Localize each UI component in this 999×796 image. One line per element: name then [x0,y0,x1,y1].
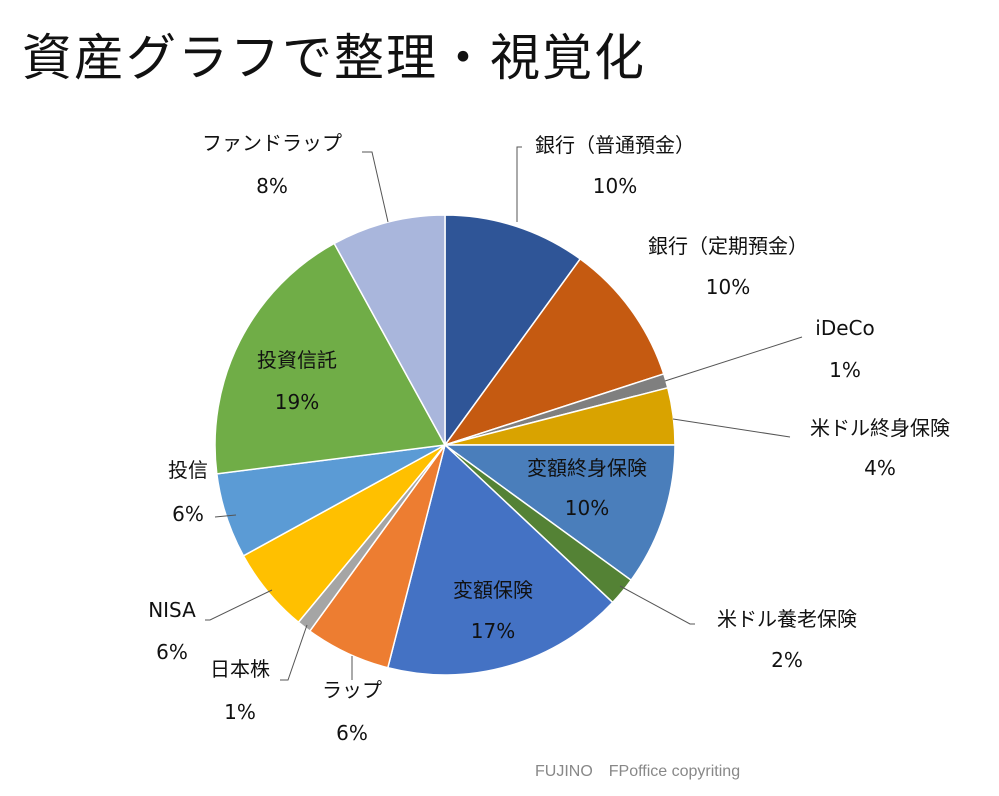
page-title: 資産グラフで整理・視覚化 [22,29,646,87]
pie-slice [386,443,614,676]
slice-label: 銀行（定期預金） [648,234,808,258]
slice-label: 米ドル終身保険 [810,416,950,440]
leader-line [280,624,308,681]
pie-slice [443,257,665,447]
slice-percent: 8% [256,174,288,198]
pie-slice [442,444,676,582]
leader-line [672,418,791,438]
slice-percent: 6% [156,640,188,664]
leader-line [205,589,273,621]
slice-label: 変額保険 [453,578,533,602]
copyright-footer: FUJINO FPoffice copyriting [535,763,741,780]
slice-label: 投資信託 [257,348,337,372]
slice-percent: 4% [864,456,896,480]
leader-line [619,585,695,625]
slice-percent: 19% [275,390,319,414]
pie-slice [214,242,447,475]
slice-label: ファンドラップ [202,131,342,155]
slice-label: 変額終身保険 [527,456,647,480]
leader-line [214,514,237,518]
slice-percent: 1% [224,700,256,724]
slice-percent: 10% [706,275,750,299]
slice-percent: 2% [771,648,803,672]
slice-percent: 6% [336,721,368,745]
leader-line [516,146,522,222]
slice-label: 米ドル養老保険 [717,607,857,631]
slice-label: iDeCo [815,316,874,340]
slice-label: NISA [148,598,196,622]
slice-label: 日本株 [210,657,270,681]
slice-percent: 10% [593,174,637,198]
slice-label: 投信 [168,458,208,482]
slice-percent: 6% [172,502,204,526]
pie-slice [444,214,582,448]
slice-percent: 1% [829,358,861,382]
slice-label: ラップ [322,678,382,702]
pie-slice [333,214,446,446]
leader-line [362,151,389,223]
leader-line [664,336,803,382]
slice-label: 銀行（普通預金） [535,133,695,157]
slice-percent: 10% [565,496,609,520]
slice-percent: 17% [471,619,515,643]
